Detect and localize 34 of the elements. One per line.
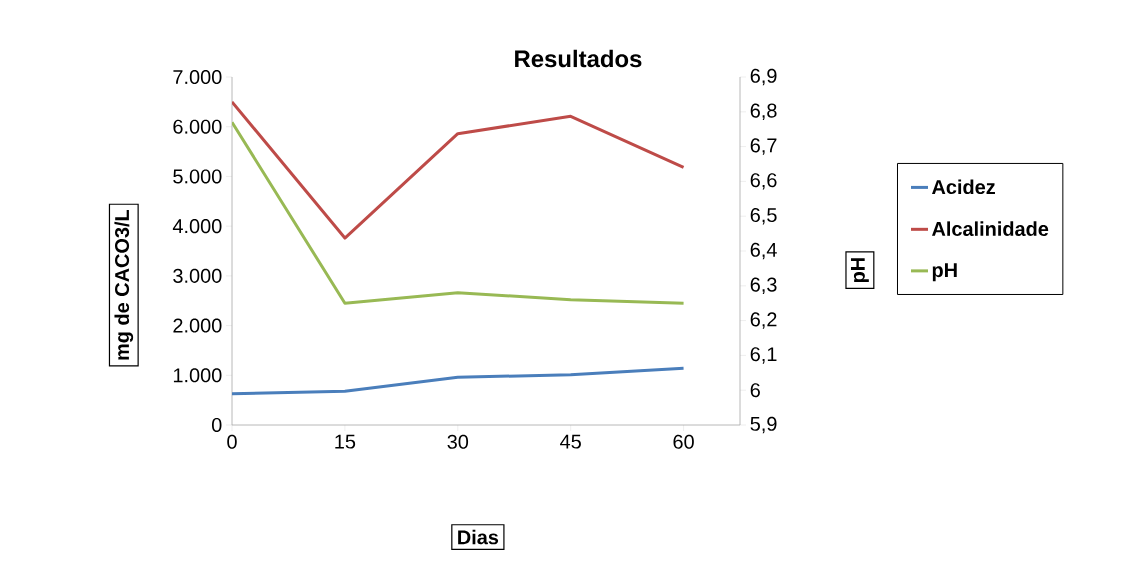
legend-label: pH [932, 263, 957, 282]
y2-tick-label: 6,4 [750, 242, 777, 260]
line-series [232, 120, 686, 305]
y-tick-label: 1.000 [173, 368, 222, 383]
y-tick-label: 2.000 [173, 318, 222, 333]
y2-tick-label: 6,6 [750, 173, 777, 190]
x-tick-label: 15 [335, 434, 356, 449]
y-axis-title: mg de CACO3/L [114, 209, 134, 360]
x-axis-title: Dias [458, 529, 499, 545]
x-tick-label: 60 [673, 434, 694, 449]
line-series [232, 366, 686, 396]
legend-label: Alcalinidade [931, 221, 1049, 236]
y2-axis-title: pH [850, 258, 869, 283]
y-tick-label: 5.000 [173, 169, 222, 184]
y-tick-label: 4.000 [172, 219, 222, 234]
y2-tick-label: 6 [750, 383, 760, 398]
chart-title: Resultados [515, 49, 642, 68]
x-tick-label: 0 [227, 434, 237, 449]
y2-tick-label: 5,9 [750, 416, 777, 434]
line-series [232, 100, 686, 240]
y2-tick-label: 6,7 [750, 138, 777, 155]
x-tick-label: 45 [560, 434, 581, 449]
y-tick-label: 3.000 [173, 268, 222, 283]
legend-label: Acidez [931, 179, 995, 195]
y2-tick-label: 6,3 [750, 277, 777, 295]
y-tick-label: 0 [211, 417, 222, 433]
y2-tick-label: 6,1 [750, 347, 777, 364]
y2-tick-label: 6,5 [750, 207, 777, 225]
y-tick-label: 7.000 [173, 69, 222, 85]
y2-tick-label: 6,8 [750, 103, 777, 121]
y2-tick-label: 6,2 [750, 312, 777, 329]
x-tick-label: 30 [447, 434, 469, 449]
y-tick-label: 6.000 [173, 119, 222, 134]
y2-tick-label: 6,9 [750, 68, 777, 86]
